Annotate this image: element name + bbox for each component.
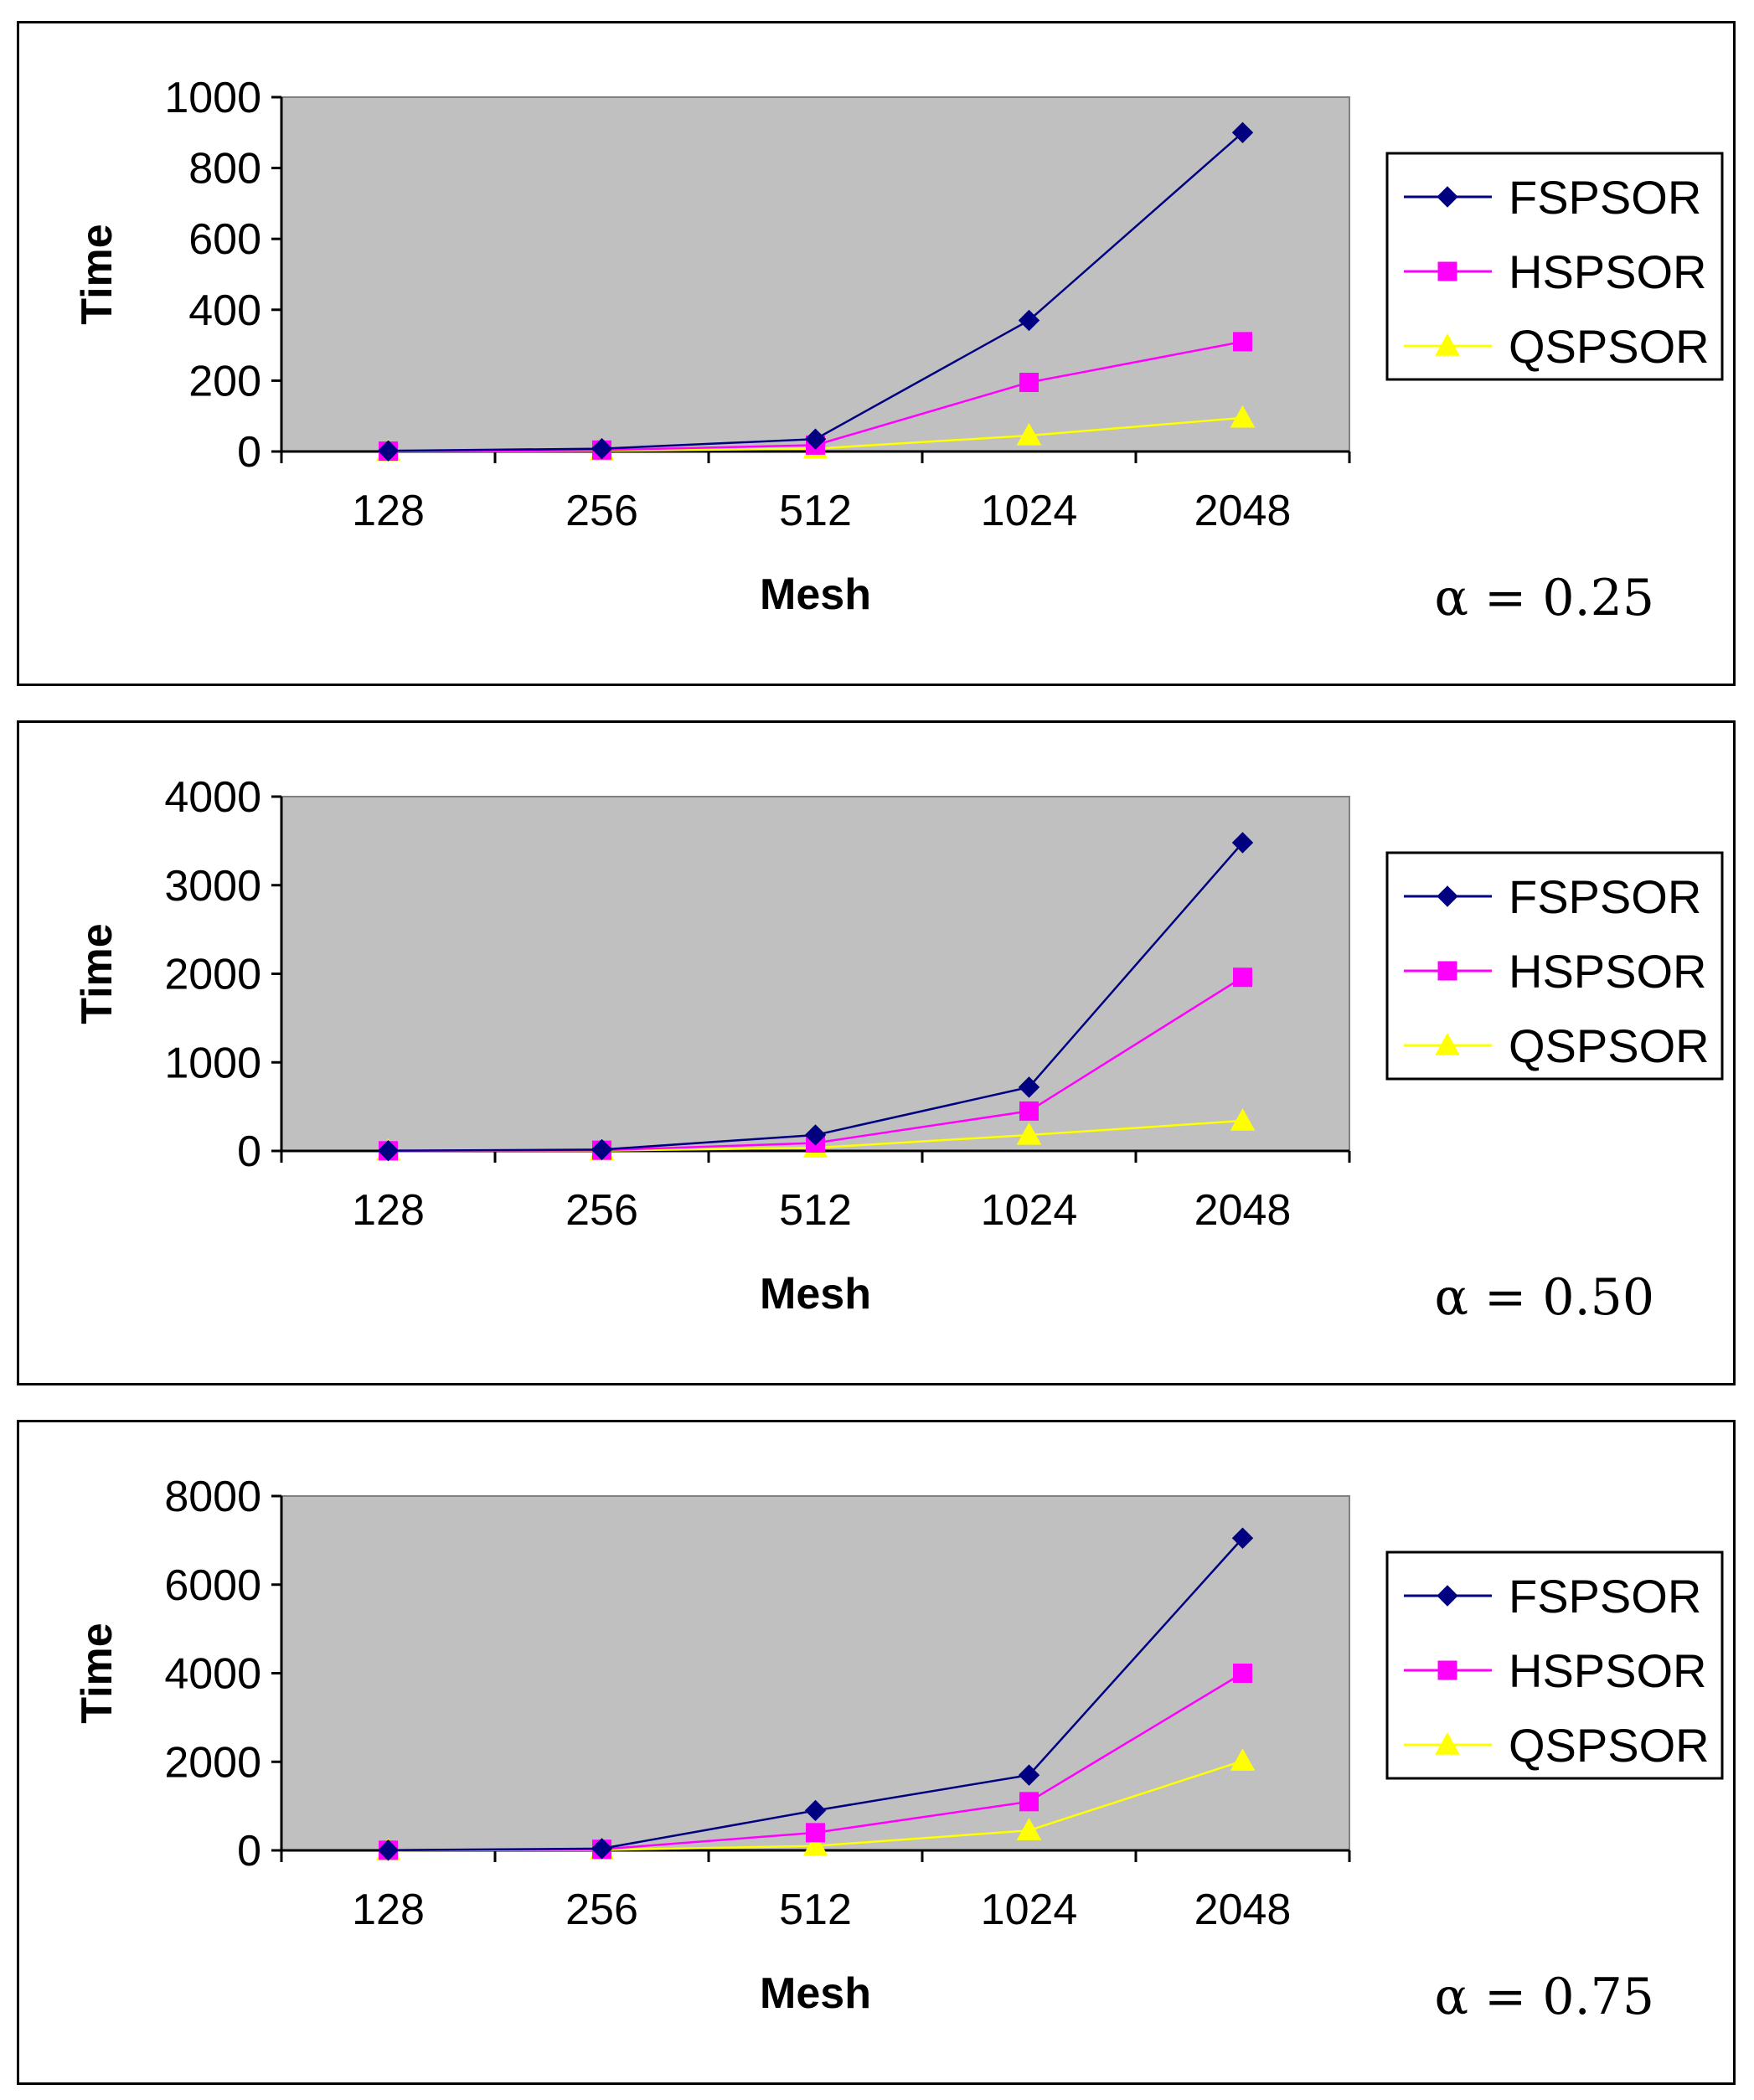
x-tick-label: 128 (352, 1886, 425, 1934)
y-tick-label: 2000 (164, 951, 261, 999)
chart-panel-alpha-025: 0 200 400 600 800 1000 128 256 512 1024 2048 Mesh Ti… (17, 21, 1736, 686)
chart-svg: 0 1000 2000 3000 4000 128 256 512 1024 2048 Mesh Ti… (73, 773, 1724, 1327)
y-tick-label: 400 (188, 286, 261, 335)
alpha-annotation: α = 0.25 (1434, 569, 1654, 627)
y-tick-label: 600 (188, 215, 261, 264)
data-point-fspsor-2048 (1231, 121, 1254, 144)
data-point-qspsor-2048 (1230, 405, 1256, 428)
data-point-fspsor-256 (591, 437, 613, 460)
legend-label-qspsor: QSPSOR (1509, 320, 1710, 373)
data-point-fspsor-512 (804, 1124, 827, 1146)
x-axis-title: Mesh (760, 1270, 871, 1318)
alpha-annotation: α = 0.50 (1434, 1268, 1654, 1327)
legend-marker-hspsor (1437, 1660, 1457, 1680)
data-point-fspsor-2048 (1231, 832, 1254, 854)
y-tick-label: 2000 (164, 1738, 261, 1787)
y-tick-label: 0 (237, 1127, 261, 1176)
legend-marker-hspsor (1437, 261, 1457, 281)
x-tick-label: 256 (565, 487, 638, 535)
y-tick-label: 0 (237, 428, 261, 477)
y-tick-label: 200 (188, 357, 261, 405)
data-point-qspsor-1024 (1016, 1122, 1042, 1145)
y-tick-label: 8000 (164, 1473, 261, 1521)
y-tick-label: 3000 (164, 862, 261, 911)
y-tick-label: 4000 (164, 1650, 261, 1699)
y-axis-title: Time (73, 1623, 121, 1723)
x-tick-label: 1024 (981, 487, 1078, 535)
x-tick-label: 256 (565, 1186, 638, 1235)
legend-marker-qspsor (1435, 1032, 1460, 1055)
x-tick-label: 512 (779, 1186, 852, 1235)
x-tick-label: 2048 (1194, 1886, 1292, 1934)
x-tick-label: 128 (352, 1186, 425, 1235)
data-point-fspsor-1024 (1018, 1764, 1040, 1786)
data-point-fspsor-256 (591, 1138, 613, 1161)
legend-label-fspsor: FSPSOR (1509, 870, 1701, 923)
data-point-qspsor-512 (802, 1833, 828, 1856)
y-tick-label: 1000 (164, 1039, 261, 1087)
chart-svg: 0 2000 4000 6000 8000 128 256 512 1024 2048 Mesh Ti… (73, 1473, 1724, 2026)
y-tick-label: 0 (237, 1827, 261, 1876)
data-point-hspsor-2048 (1233, 332, 1252, 352)
x-axis-title: Mesh (760, 570, 871, 619)
legend-marker-fspsor (1437, 186, 1458, 208)
data-point-hspsor-512 (806, 1823, 825, 1843)
data-point-fspsor-512 (804, 1799, 827, 1822)
x-tick-label: 2048 (1194, 1186, 1292, 1235)
x-tick-label: 1024 (981, 1886, 1078, 1934)
y-tick-label: 800 (188, 145, 261, 193)
legend-label-qspsor: QSPSOR (1509, 1719, 1710, 1772)
y-axis-title: Time (73, 923, 121, 1024)
legend-label-hspsor: HSPSOR (1509, 245, 1707, 298)
legend-marker-qspsor (1435, 333, 1460, 356)
data-point-qspsor-2048 (1230, 1748, 1256, 1771)
data-point-hspsor-1024 (1019, 373, 1039, 393)
legend-marker-hspsor (1437, 961, 1457, 981)
legend-label-fspsor: FSPSOR (1509, 171, 1701, 224)
y-tick-label: 6000 (164, 1561, 261, 1610)
data-point-fspsor-128 (377, 1139, 400, 1162)
x-tick-label: 512 (779, 1886, 852, 1934)
data-point-fspsor-1024 (1018, 1076, 1040, 1098)
data-point-fspsor-256 (591, 1838, 613, 1860)
legend-marker-fspsor (1437, 1585, 1458, 1607)
plot-area (281, 96, 1350, 452)
data-point-hspsor-2048 (1233, 1664, 1252, 1683)
x-tick-label: 2048 (1194, 487, 1292, 535)
data-point-fspsor-512 (804, 428, 827, 450)
alpha-annotation: α = 0.75 (1434, 1968, 1654, 2026)
data-point-qspsor-1024 (1016, 422, 1042, 446)
chart-svg: 0 200 400 600 800 1000 128 256 512 1024 2048 Mesh Ti… (73, 74, 1724, 627)
data-point-hspsor-2048 (1233, 967, 1252, 988)
x-tick-label: 128 (352, 487, 425, 535)
x-tick-label: 256 (565, 1886, 638, 1934)
x-tick-label: 1024 (981, 1186, 1078, 1235)
plot-area (281, 796, 1350, 1152)
data-point-hspsor-1024 (1019, 1101, 1039, 1121)
legend-marker-qspsor (1435, 1731, 1460, 1755)
data-point-fspsor-1024 (1018, 309, 1040, 332)
y-axis-title: Time (73, 224, 121, 324)
y-tick-label: 4000 (164, 773, 261, 822)
y-tick-label: 1000 (164, 74, 261, 122)
x-tick-label: 512 (779, 487, 852, 535)
legend-label-fspsor: FSPSOR (1509, 1570, 1701, 1623)
data-point-fspsor-2048 (1231, 1527, 1254, 1549)
data-point-qspsor-1024 (1016, 1818, 1042, 1840)
legend-label-qspsor: QSPSOR (1509, 1019, 1710, 1072)
chart-panel-alpha-050: 0 1000 2000 3000 4000 128 256 512 1024 2048 Mesh Ti… (17, 720, 1736, 1385)
data-point-hspsor-1024 (1019, 1792, 1039, 1812)
legend-label-hspsor: HSPSOR (1509, 945, 1707, 998)
x-axis-title: Mesh (760, 1969, 871, 2018)
data-point-fspsor-128 (377, 1839, 400, 1861)
plot-area (281, 1495, 1350, 1851)
data-point-qspsor-2048 (1230, 1108, 1256, 1131)
data-point-fspsor-128 (377, 440, 400, 462)
legend-marker-fspsor (1437, 885, 1458, 907)
chart-panel-alpha-075: 0 2000 4000 6000 8000 128 256 512 1024 2048 Mesh Ti… (17, 1420, 1736, 2085)
legend-label-hspsor: HSPSOR (1509, 1644, 1707, 1697)
